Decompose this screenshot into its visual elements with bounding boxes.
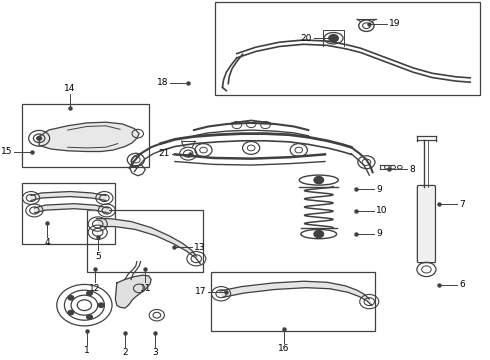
Text: 8: 8: [409, 165, 415, 174]
Circle shape: [314, 176, 323, 184]
Text: 20: 20: [301, 34, 312, 43]
Polygon shape: [34, 204, 108, 213]
Bar: [23, 104, 148, 167]
Text: 12: 12: [89, 284, 100, 293]
Text: 5: 5: [95, 252, 100, 261]
Bar: [23, 183, 115, 244]
Text: 2: 2: [122, 348, 128, 357]
Text: 21: 21: [159, 149, 170, 158]
Bar: [211, 272, 375, 331]
Text: 1: 1: [84, 346, 90, 355]
Text: 4: 4: [45, 238, 50, 247]
Polygon shape: [39, 122, 139, 152]
Text: 18: 18: [157, 78, 168, 87]
Polygon shape: [220, 281, 372, 306]
Text: 13: 13: [194, 243, 205, 252]
Circle shape: [68, 310, 74, 315]
Circle shape: [37, 136, 42, 140]
Text: 19: 19: [389, 19, 401, 28]
Circle shape: [87, 291, 93, 296]
Text: 9: 9: [376, 229, 382, 238]
Circle shape: [98, 303, 104, 307]
Circle shape: [68, 296, 74, 300]
Text: 7: 7: [459, 200, 465, 209]
Polygon shape: [31, 192, 106, 201]
Text: 10: 10: [376, 206, 388, 215]
Circle shape: [314, 230, 323, 238]
Text: 9: 9: [376, 185, 382, 194]
Text: 17: 17: [195, 287, 206, 296]
Text: 11: 11: [140, 284, 151, 293]
Text: 6: 6: [459, 280, 465, 289]
Text: 14: 14: [64, 84, 76, 93]
FancyBboxPatch shape: [417, 185, 436, 263]
Circle shape: [329, 35, 338, 42]
Text: 3: 3: [152, 348, 158, 357]
Text: 16: 16: [278, 345, 289, 354]
Bar: [216, 3, 480, 95]
Bar: [87, 210, 203, 272]
Polygon shape: [97, 219, 200, 264]
Polygon shape: [115, 275, 151, 308]
Circle shape: [87, 315, 93, 319]
Text: 15: 15: [0, 147, 12, 156]
